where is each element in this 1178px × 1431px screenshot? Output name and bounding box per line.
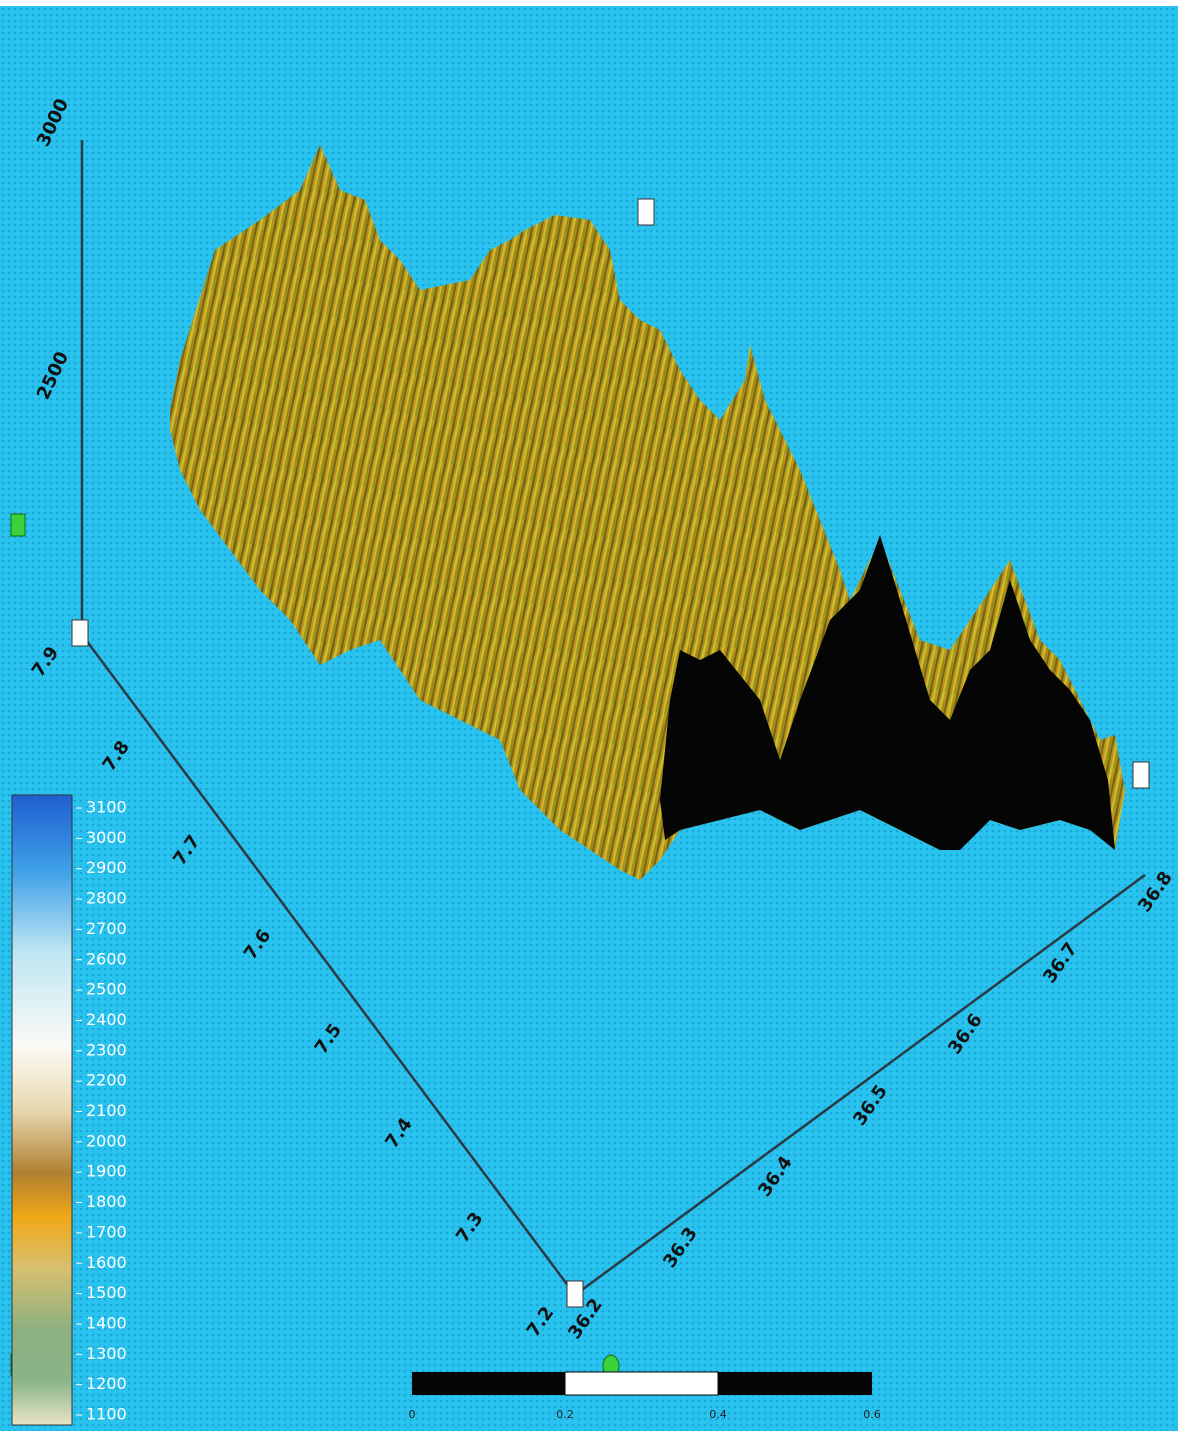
colorbar-label: 2000 (86, 1131, 127, 1150)
scale-segment (718, 1372, 872, 1395)
scale-label: 0.4 (709, 1408, 727, 1421)
scale-segment (412, 1372, 565, 1395)
colorbar (12, 795, 72, 1425)
handle[interactable] (72, 620, 88, 646)
colorbar-label: 2600 (86, 949, 127, 968)
colorbar-label: 1100 (86, 1405, 127, 1424)
scale-label: 0 (409, 1408, 416, 1421)
terrain-view: 300025007.97.87.77.67.57.47.37.236.236.3… (0, 0, 1178, 1431)
top-edge (0, 0, 1178, 6)
colorbar-label: 2800 (86, 889, 127, 908)
colorbar-label: 1300 (86, 1344, 127, 1363)
scale-label: 0.2 (556, 1408, 574, 1421)
handle[interactable] (567, 1281, 583, 1307)
scale-label: 0.6 (863, 1408, 881, 1421)
colorbar-label: 2200 (86, 1071, 127, 1090)
colorbar-label: 2900 (86, 858, 127, 877)
colorbar-label: 1800 (86, 1192, 127, 1211)
scale-segment (565, 1372, 718, 1395)
colorbar-label: 1400 (86, 1313, 127, 1332)
colorbar-label: 3100 (86, 798, 127, 817)
scale-bar (412, 1372, 872, 1395)
colorbar-label: 1500 (86, 1283, 127, 1302)
colorbar-label: 3000 (86, 828, 127, 847)
colorbar-label: 2100 (86, 1101, 127, 1120)
colorbar-label: 2300 (86, 1040, 127, 1059)
green-handle[interactable] (11, 514, 25, 536)
colorbar-label: 1200 (86, 1374, 127, 1393)
colorbar-label: 1900 (86, 1162, 127, 1181)
handle[interactable] (638, 199, 654, 225)
handle[interactable] (1133, 762, 1149, 788)
colorbar-label: 2700 (86, 919, 127, 938)
colorbar-label: 1700 (86, 1222, 127, 1241)
colorbar-label: 2400 (86, 1010, 127, 1029)
colorbar-label: 1600 (86, 1253, 127, 1272)
colorbar-label: 2500 (86, 980, 127, 999)
